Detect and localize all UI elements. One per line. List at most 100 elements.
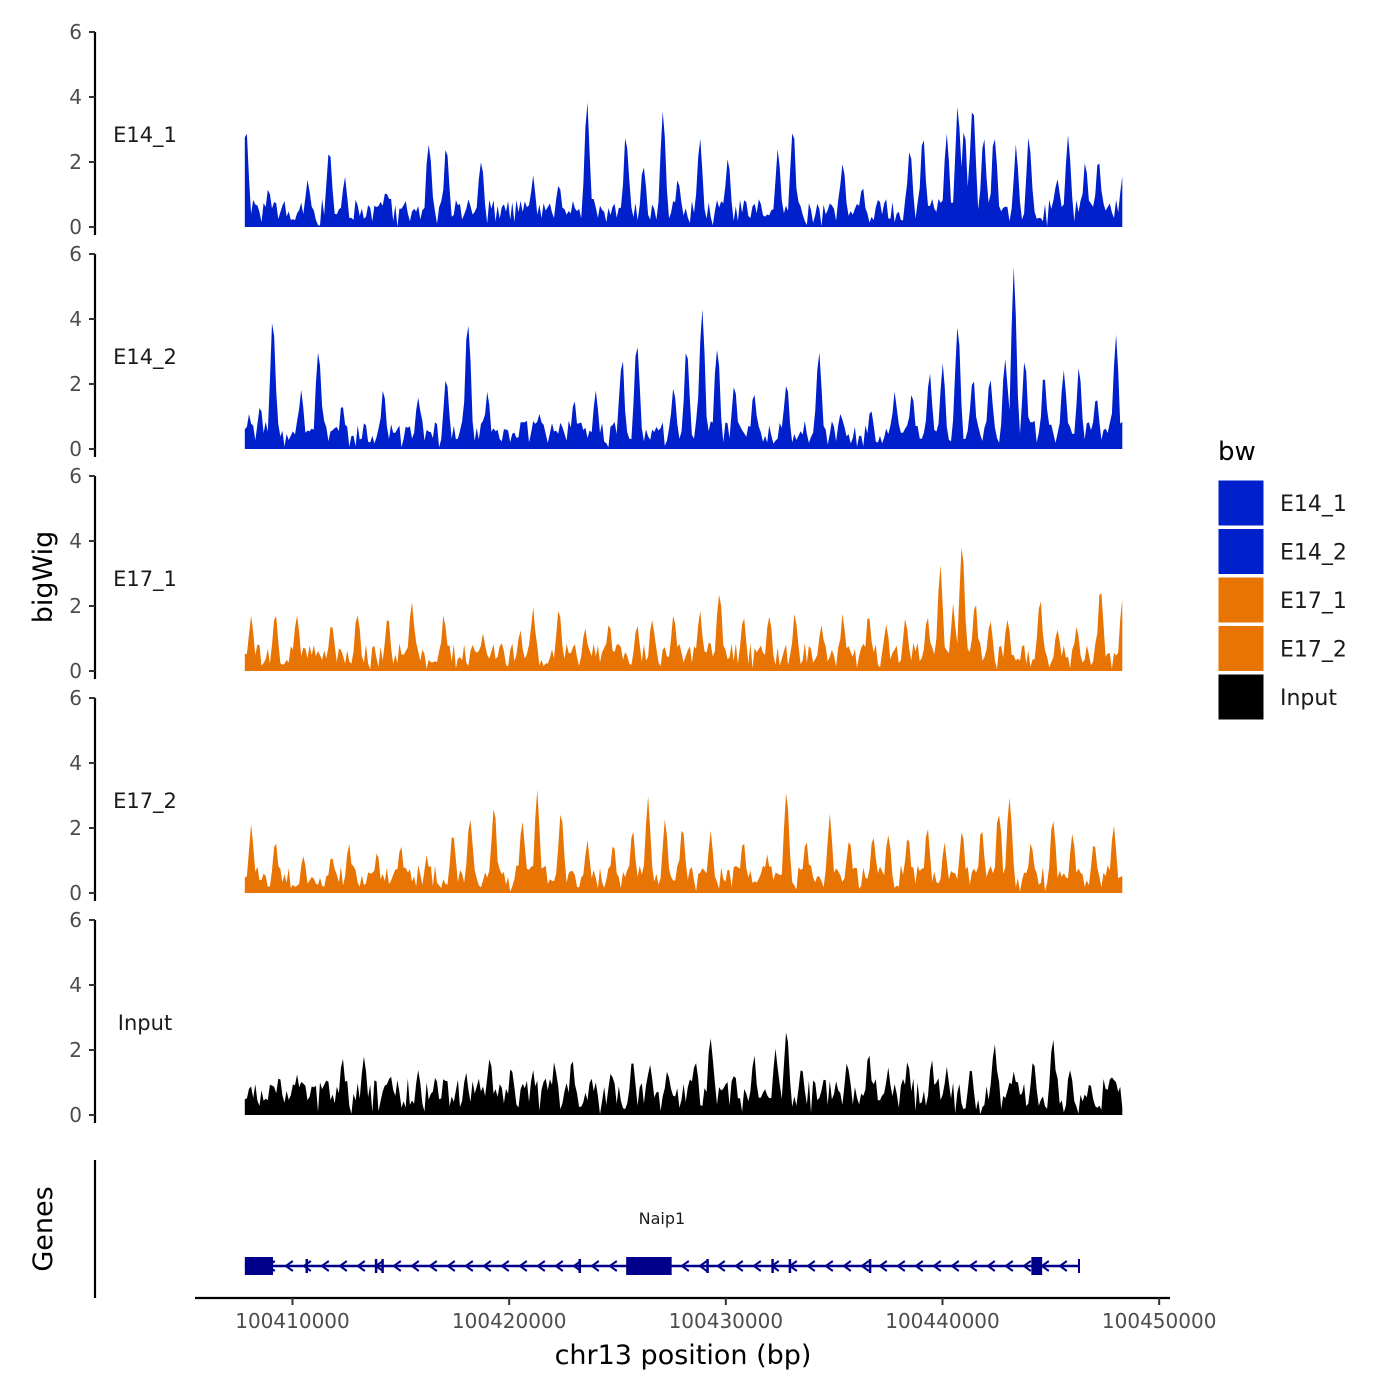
x-axis: 100410000 100420000 100430000 100440000 1004… xyxy=(195,1296,1216,1333)
y-tick-label: 6 xyxy=(69,464,82,488)
strand-arrow xyxy=(716,1260,726,1272)
legend-swatch xyxy=(1217,576,1265,624)
strand-arrow xyxy=(950,1260,960,1272)
strand-arrow xyxy=(752,1260,762,1272)
strand-arrow xyxy=(320,1260,330,1272)
legend-swatch xyxy=(1217,479,1265,527)
strand-arrow xyxy=(518,1260,528,1272)
strand-arrow xyxy=(500,1260,510,1272)
y-tick-label: 6 xyxy=(69,20,82,44)
exon xyxy=(1031,1257,1043,1275)
track-label: Input xyxy=(118,1011,172,1035)
legend-swatch xyxy=(1217,528,1265,575)
strand-arrow xyxy=(284,1260,294,1272)
strand-arrow xyxy=(986,1260,996,1272)
track-E17_2: 0 2 4 6 E17_2 xyxy=(69,686,1123,905)
strand-arrow xyxy=(1004,1260,1014,1272)
exon xyxy=(771,1259,774,1273)
exon xyxy=(706,1259,709,1273)
y-tick-label: 2 xyxy=(69,594,82,618)
legend-label: E14_1 xyxy=(1280,492,1347,517)
strand-arrow xyxy=(392,1260,402,1272)
exon xyxy=(305,1259,308,1273)
legend-entry-Input: Input xyxy=(1217,673,1337,721)
strand-arrow xyxy=(464,1260,474,1272)
strand-arrow xyxy=(536,1260,546,1272)
legend-label: Input xyxy=(1280,686,1337,711)
gene-name: Naip1 xyxy=(639,1209,686,1228)
x-tick-label: 100410000 xyxy=(235,1309,350,1333)
x-tick-label: 100420000 xyxy=(452,1309,567,1333)
exon xyxy=(374,1259,378,1273)
strand-arrow xyxy=(356,1260,366,1272)
strand-arrow xyxy=(698,1260,708,1272)
legend-entry-E14_2: E14_2 xyxy=(1217,528,1347,575)
track-E14_1: 0 2 4 6 E14_1 xyxy=(69,20,1123,239)
y-tick-label: 0 xyxy=(69,659,82,683)
exon xyxy=(381,1259,384,1273)
strand-arrow xyxy=(914,1260,924,1272)
exon xyxy=(868,1259,872,1273)
y-tick-label: 6 xyxy=(69,686,82,710)
x-tick-label: 100430000 xyxy=(669,1309,784,1333)
y-axis-title: bigWig xyxy=(28,531,59,624)
strand-arrow xyxy=(338,1260,348,1272)
signal-area xyxy=(244,267,1123,449)
legend-label: E14_2 xyxy=(1280,541,1347,566)
strand-arrow xyxy=(608,1260,618,1272)
x-tick-label: 100440000 xyxy=(885,1309,1000,1333)
y-tick-label: 4 xyxy=(69,529,82,553)
legend: bw E14_1 E14_2 E17_1 E17_2 Input xyxy=(1217,437,1347,721)
legend-label: E17_1 xyxy=(1280,589,1347,614)
strand-arrow xyxy=(680,1260,690,1272)
strand-arrow xyxy=(482,1260,492,1272)
y-tick-label: 4 xyxy=(69,973,82,997)
track-label: E17_2 xyxy=(113,789,177,814)
legend-swatch xyxy=(1217,673,1265,721)
exon xyxy=(578,1259,581,1273)
exon xyxy=(788,1259,792,1273)
legend-title: bw xyxy=(1218,437,1256,467)
strand-arrow xyxy=(302,1260,312,1272)
legend-swatch xyxy=(1217,625,1265,672)
strand-arrow xyxy=(734,1260,744,1272)
legend-label: E17_2 xyxy=(1280,638,1347,663)
strand-arrow xyxy=(878,1260,888,1272)
y-tick-label: 2 xyxy=(69,372,82,396)
strand-arrow xyxy=(896,1260,906,1272)
signal-area xyxy=(244,789,1123,893)
y-tick-label: 0 xyxy=(69,215,82,239)
signal-area xyxy=(244,1032,1123,1115)
y-tick-label: 4 xyxy=(69,85,82,109)
track-Input: 0 2 4 6 Input xyxy=(69,908,1123,1127)
track-label: E17_1 xyxy=(113,567,177,592)
signal-area xyxy=(244,547,1123,671)
legend-entry-E14_1: E14_1 xyxy=(1217,479,1347,527)
exon xyxy=(244,1257,273,1275)
strand-arrow xyxy=(860,1260,870,1272)
y-tick-label: 4 xyxy=(69,307,82,331)
track-E17_1: 0 2 4 6 E17_1 xyxy=(69,464,1123,683)
genes-axis-title: Genes xyxy=(28,1186,59,1271)
y-tick-label: 0 xyxy=(69,881,82,905)
strand-arrow xyxy=(1058,1260,1068,1272)
gene-panel: Naip1 xyxy=(93,1160,1080,1298)
signal-area xyxy=(244,102,1123,227)
y-tick-label: 0 xyxy=(69,1103,82,1127)
track-label: E14_2 xyxy=(113,345,177,370)
track-label: E14_1 xyxy=(113,123,177,148)
strand-arrow xyxy=(842,1260,852,1272)
strand-arrow xyxy=(1022,1260,1032,1272)
track-E14_2: 0 2 4 6 E14_2 xyxy=(69,242,1123,461)
y-tick-label: 4 xyxy=(69,751,82,775)
exon xyxy=(626,1257,672,1275)
strand-arrow xyxy=(590,1260,600,1272)
y-tick-label: 2 xyxy=(69,150,82,174)
legend-entry-E17_1: E17_1 xyxy=(1217,576,1347,624)
bigwig-tracks: 0 2 4 6 E14_1 0 2 4 6 E14_2 0 2 4 6 E17_1 0 2 4 6 E17_2 0 2 4 6… xyxy=(69,20,1123,1127)
strand-arrow xyxy=(446,1260,456,1272)
y-tick-label: 0 xyxy=(69,437,82,461)
strand-arrow xyxy=(554,1260,564,1272)
y-tick-label: 2 xyxy=(69,816,82,840)
